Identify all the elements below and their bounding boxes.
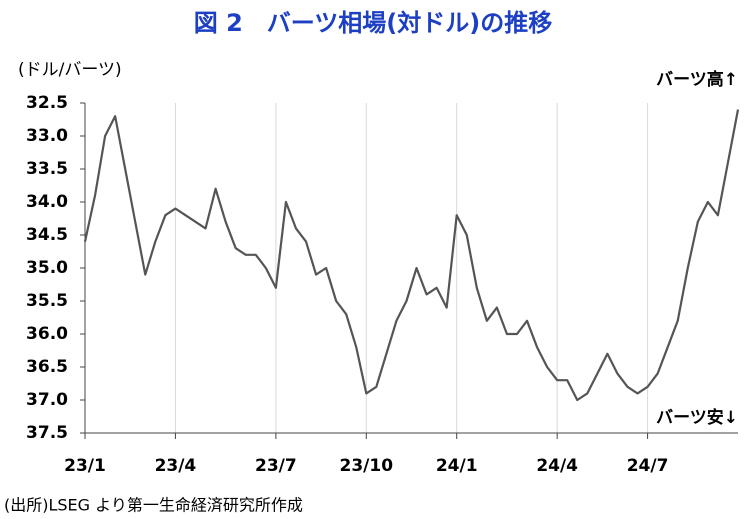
x-tick-label: 23/10 — [340, 456, 394, 476]
x-tick-label: 23/7 — [255, 456, 297, 476]
y-tick-label: 35.5 — [26, 291, 68, 311]
line-series — [83, 109, 740, 402]
y-tick-label: 36.5 — [26, 357, 68, 377]
y-tick-label: 37.5 — [26, 423, 68, 443]
annotation: バーツ高↑ — [656, 69, 738, 90]
x-tick-label: 24/1 — [436, 456, 478, 476]
y-tick-label: 33.5 — [26, 159, 68, 179]
x-tick-label: 24/7 — [627, 456, 669, 476]
x-tick-label: 23/1 — [64, 456, 106, 476]
y-tick-label: 34.5 — [26, 225, 68, 245]
y-tick-label: 33.0 — [26, 126, 68, 146]
x-tick-label: 24/4 — [536, 456, 578, 476]
y-tick-label: 34.0 — [26, 192, 68, 212]
y-tick-label: 32.5 — [26, 93, 68, 113]
annotation: バーツ安↓ — [656, 407, 738, 428]
y-tick-label: 36.0 — [26, 324, 68, 344]
y-tick-label: 35.0 — [26, 258, 68, 278]
y-axis-label: (ドル/バーツ) — [18, 60, 122, 80]
y-tick-label: 37.0 — [26, 390, 68, 410]
source-note: (出所)LSEG より第一生命経済研究所作成 — [4, 496, 303, 515]
chart-title: 図 2 バーツ相場(対ドル)の推移 — [194, 9, 553, 37]
x-tick-label: 23/4 — [155, 456, 197, 476]
